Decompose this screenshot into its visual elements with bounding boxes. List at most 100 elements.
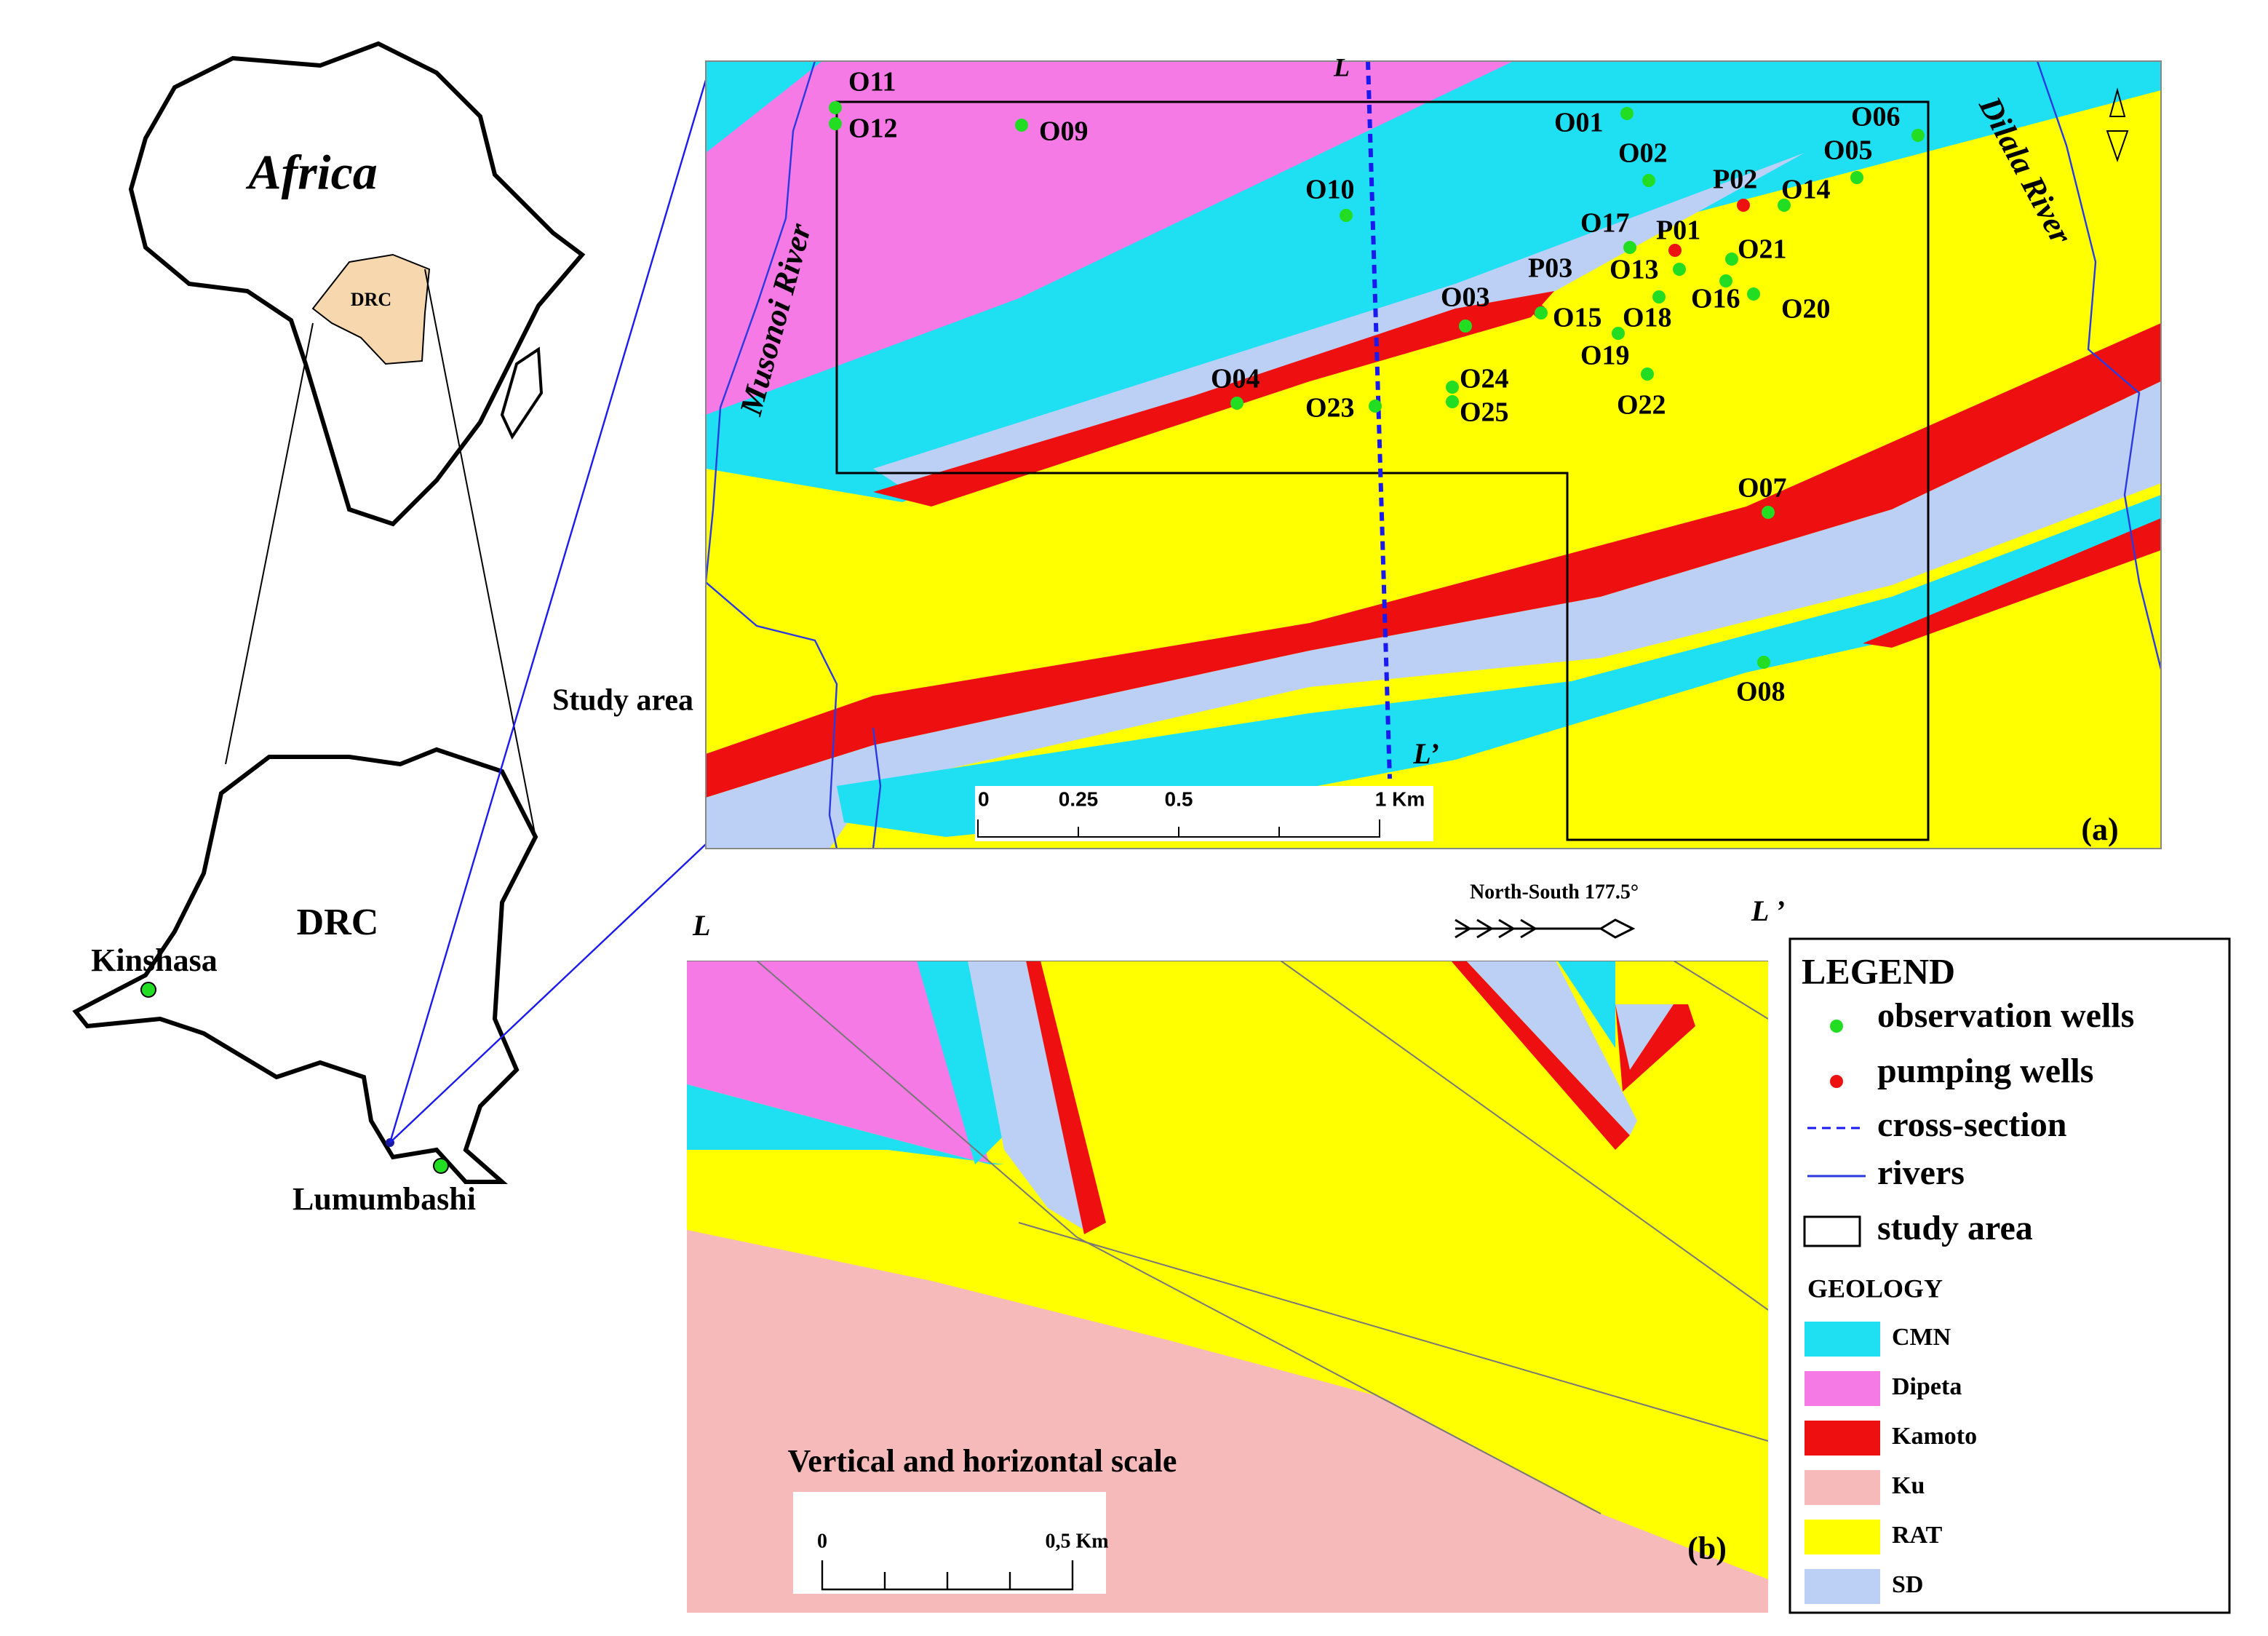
label: study area (1877, 1209, 2033, 1247)
well-marker (1015, 119, 1028, 132)
label: O14 (1781, 175, 1831, 205)
label: O09 (1039, 116, 1089, 147)
well-marker (1719, 274, 1732, 287)
label: North-South 177.5° (1470, 881, 1639, 903)
well-marker (1623, 241, 1636, 254)
kamoto (1450, 961, 1630, 1150)
label: O24 (1460, 364, 1509, 394)
kamoto (706, 323, 2161, 798)
drc-outline (72, 747, 538, 1184)
label: GEOLOGY (1807, 1274, 1943, 1303)
river (2036, 61, 2161, 670)
label: DRC (297, 902, 379, 943)
label: O05 (1823, 135, 1873, 166)
well-marker (1369, 400, 1382, 413)
well-marker (1673, 263, 1686, 276)
well-marker (1737, 199, 1750, 212)
label: O02 (1618, 138, 1668, 169)
well-marker (1911, 129, 1925, 142)
study-area (835, 100, 1930, 841)
legend-swatch (1805, 1520, 1880, 1554)
well-marker (1340, 209, 1353, 222)
kamoto (873, 291, 1554, 507)
scale-box (793, 1492, 1106, 1594)
label: 0 (817, 1530, 827, 1552)
label: DRC (351, 289, 391, 310)
sd (873, 153, 1805, 488)
legend-dot (1830, 1075, 1843, 1088)
well-marker (1446, 381, 1459, 394)
zoom-line (389, 79, 707, 1143)
label: O13 (1610, 255, 1659, 285)
label: O04 (1211, 364, 1260, 394)
label: cross-section (1877, 1105, 2066, 1144)
sd (968, 961, 1084, 1230)
label: O25 (1460, 397, 1509, 428)
label: Kamoto (1892, 1423, 1977, 1450)
label: O16 (1691, 284, 1740, 314)
label: P01 (1656, 215, 1700, 246)
river (706, 581, 838, 849)
madagascar (500, 346, 544, 440)
legend-swatch (1805, 1421, 1880, 1456)
river (872, 727, 882, 849)
fault-line (1673, 961, 1768, 1020)
label: L ’ (1751, 894, 1785, 927)
label: RAT (1892, 1522, 1943, 1549)
north-arrow (2106, 87, 2129, 163)
well-marker (1459, 319, 1472, 333)
label: 0 (978, 787, 990, 810)
label: O08 (1736, 677, 1786, 707)
label: SD (1892, 1571, 1923, 1598)
label: O17 (1580, 208, 1630, 239)
well-marker (1446, 395, 1459, 408)
map-a (706, 61, 2161, 849)
label: O23 (1305, 393, 1355, 424)
label: O01 (1554, 108, 1604, 138)
legend-rect (1803, 1215, 1861, 1247)
label: O07 (1738, 473, 1787, 504)
label: Ku (1892, 1472, 1925, 1499)
scale-bar (821, 1560, 1074, 1591)
well-marker (1747, 287, 1760, 301)
label: P02 (1713, 164, 1757, 195)
map-frame (705, 60, 2162, 849)
label: observation wells (1877, 996, 2134, 1035)
well-marker (1778, 199, 1791, 212)
cmn (1557, 961, 1615, 1048)
label: pumping wells (1877, 1052, 2093, 1090)
label: O06 (1851, 102, 1901, 132)
label: Africa (245, 145, 378, 200)
legend-swatch (1805, 1371, 1880, 1406)
well-marker (1757, 656, 1770, 669)
cmn (917, 961, 1004, 1164)
sd (706, 381, 2161, 849)
scale-bar (977, 819, 1380, 838)
dipeta (706, 61, 1513, 415)
label: L (1333, 52, 1350, 82)
label: L’ (1412, 737, 1439, 770)
label: Dipeta (1892, 1373, 1962, 1400)
sd (1466, 961, 1637, 1135)
fault-line (1018, 1222, 1768, 1442)
well-marker (1612, 327, 1625, 340)
label: O11 (848, 67, 896, 98)
cross-section (1366, 61, 1392, 779)
dipeta (687, 961, 990, 1164)
label: 0.5 (1165, 787, 1193, 810)
label: L (692, 909, 710, 942)
label: 0.25 (1059, 787, 1099, 810)
label: O22 (1617, 390, 1666, 421)
label: O15 (1553, 303, 1602, 333)
label: CMN (1892, 1324, 1951, 1351)
zoom-line (424, 269, 536, 838)
fault-line (756, 961, 1078, 1238)
cmn (687, 1084, 1004, 1164)
legend-swatch (1805, 1569, 1880, 1604)
well-marker (1620, 107, 1634, 120)
zoom-line (389, 843, 707, 1143)
label: O19 (1580, 341, 1630, 371)
city-dot (433, 1158, 449, 1174)
cmn (837, 495, 2161, 837)
